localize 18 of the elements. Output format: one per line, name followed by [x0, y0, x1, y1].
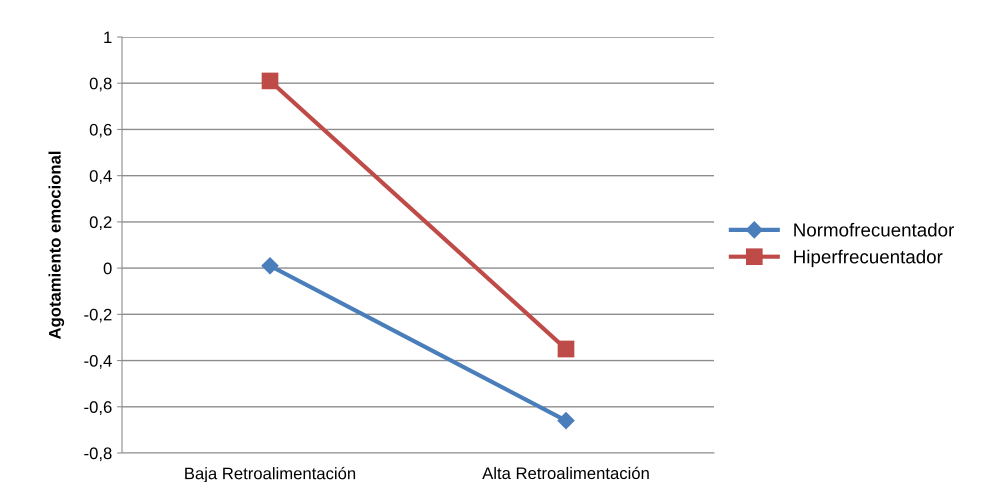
- legend-label: Hiperfrecuentador: [794, 250, 943, 268]
- y-tick-label: 0,2: [90, 216, 112, 230]
- point: [558, 340, 574, 358]
- y-tick-label: 0,8: [90, 78, 112, 92]
- y-tick-label: -0,4: [84, 354, 112, 369]
- point: [262, 72, 278, 90]
- legend-label: Normofrecuentador: [794, 222, 954, 237]
- y-tick-label: 1: [104, 32, 112, 44]
- y-tick-label: -0,6: [84, 401, 112, 415]
- y-tick-label: -0,2: [84, 308, 112, 323]
- y-tick-label: 0,4: [90, 170, 112, 184]
- point: [261, 257, 279, 274]
- y-tick-label: -0,8: [84, 447, 112, 462]
- x-tick-label: Alta Retroalimentación: [482, 466, 649, 480]
- y-tick-label: 0: [104, 262, 112, 274]
- point: [557, 412, 575, 430]
- y-axis-title: Agotamiento emocional: [48, 152, 64, 340]
- y-tick-label: 0,6: [90, 124, 112, 138]
